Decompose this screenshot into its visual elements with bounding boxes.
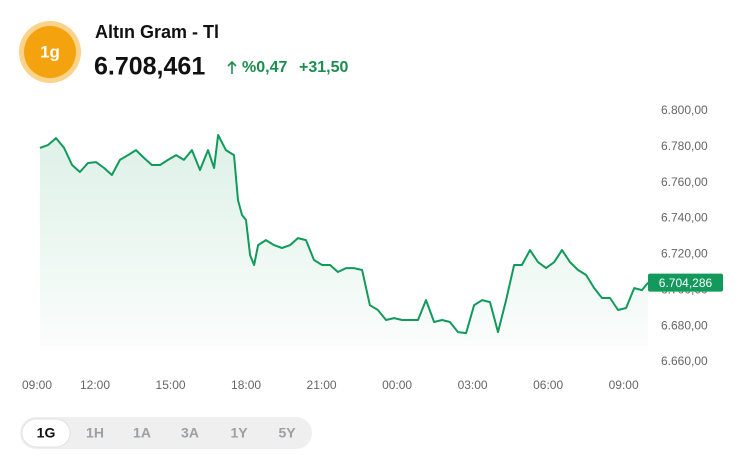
price: 6.708,461: [94, 53, 205, 81]
y-tick-label: 6.740,00: [661, 211, 708, 225]
range-button-selected[interactable]: [21, 418, 71, 448]
area: [39, 135, 649, 346]
current-value-label: 6.704,286: [659, 276, 713, 290]
change-abs: +31,50: [299, 59, 348, 76]
range-bar: [20, 417, 312, 449]
x-tick-label: 21:00: [307, 378, 337, 392]
chart: 6.660,006.680,006.700,006.720,006.740,00…: [22, 103, 723, 392]
range-button[interactable]: 3A: [181, 425, 199, 441]
icon: [24, 26, 76, 78]
x-tick-label: 00:00: [382, 378, 412, 392]
x-tick-label: 09:00: [22, 378, 52, 392]
range-button[interactable]: 1H: [86, 425, 104, 441]
x-tick-label: 06:00: [533, 378, 563, 392]
title: Altın Gram - Tl: [95, 22, 219, 42]
y-tick-label: 6.680,00: [661, 318, 708, 332]
x-tick-label: 09:00: [609, 378, 639, 392]
range-buttons: 1G 1H 1A 3A 1Y 5Y: [21, 418, 296, 448]
current-value-box: [648, 273, 723, 292]
y-tick-label: 6.800,00: [661, 103, 708, 117]
x-tick-label: 12:00: [80, 378, 110, 392]
y-tick-label: 6.720,00: [661, 247, 708, 261]
y-tick-label: 6.780,00: [661, 139, 708, 153]
range-button[interactable]: 5Y: [278, 425, 296, 441]
range-button[interactable]: 1A: [133, 425, 151, 441]
range-button[interactable]: 1Y: [230, 425, 248, 441]
range-button[interactable]: 1G: [37, 425, 56, 441]
price-line: [39, 134, 649, 335]
x-tick-label: 15:00: [156, 378, 186, 392]
x-tick-label: 18:00: [231, 378, 261, 392]
icon-label: 1g: [40, 42, 60, 61]
y-tick-label: 6.660,00: [661, 354, 708, 368]
y-tick-label: 6.760,00: [661, 175, 708, 189]
change-pct: %0,47: [242, 59, 287, 76]
x-tick-label: 03:00: [458, 378, 488, 392]
up-arrow: [227, 60, 237, 74]
